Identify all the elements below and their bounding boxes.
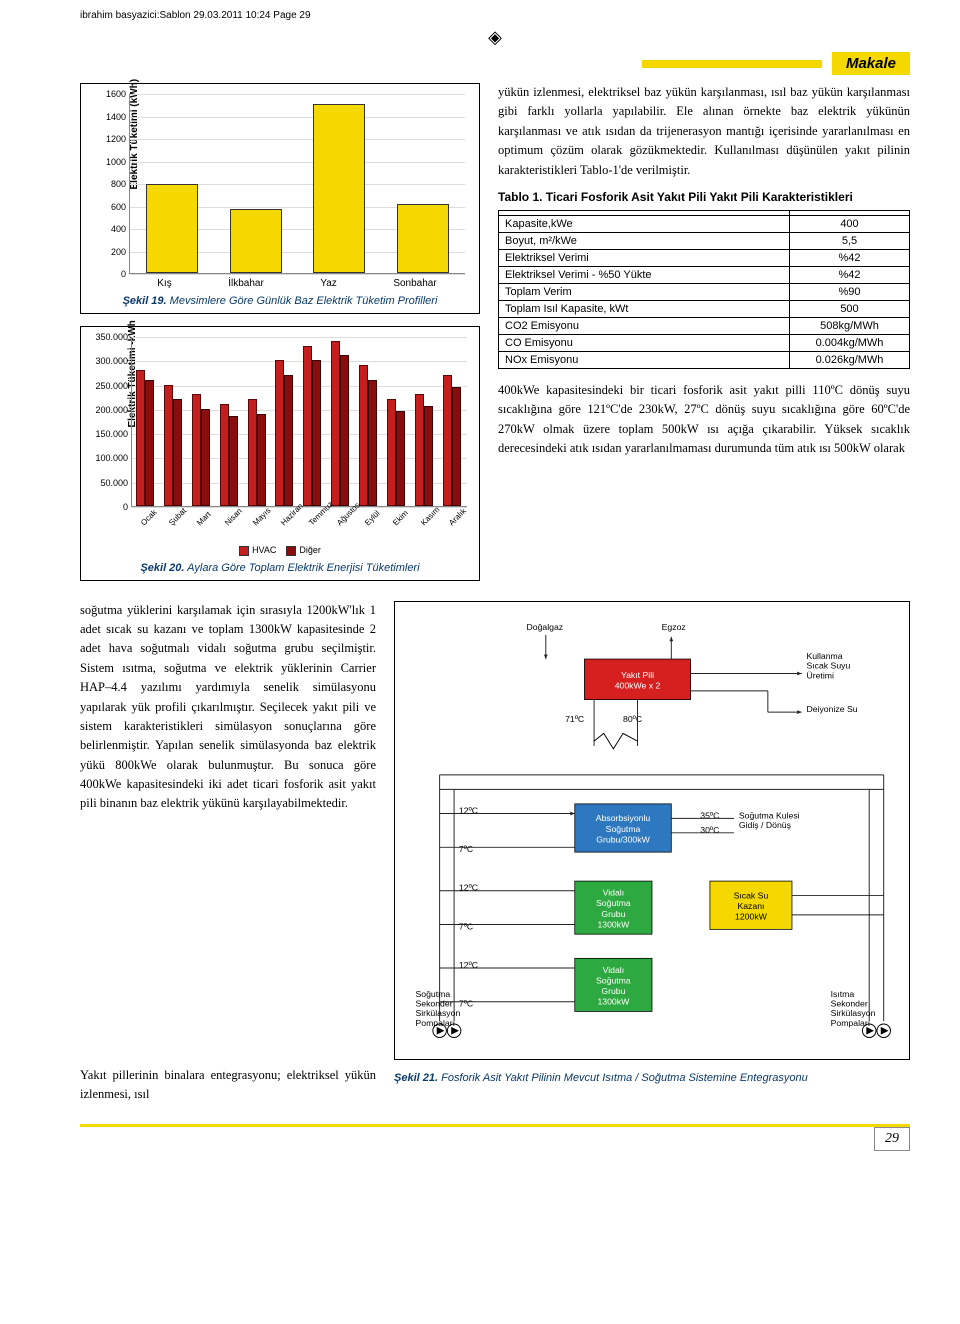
chart-seasonal-consumption: Elektrik Tüketimi (kWh) 0200400600800100…: [80, 83, 480, 314]
chart2-bar-group: [192, 394, 212, 506]
diagram-caption: Şekil 21. Fosforik Asit Yakıt Pilinin Me…: [394, 1072, 910, 1084]
chart2-bar-group: [220, 404, 240, 506]
svg-text:1300kW: 1300kW: [597, 919, 630, 929]
table-row: NOx Emisyonu0.026kg/MWh: [499, 351, 910, 368]
svg-text:Sekonder: Sekonder: [415, 998, 452, 1008]
svg-text:30ºC: 30ºC: [700, 824, 719, 834]
page-number: 29: [874, 1127, 910, 1151]
svg-text:Vidalı: Vidalı: [603, 964, 625, 974]
paragraph-lower-left: soğutma yüklerini karşılamak için sırası…: [80, 601, 376, 814]
chart2-bar-group: [136, 370, 156, 506]
chart2-bar-group: [248, 399, 268, 506]
svg-text:Absorbsiyonlu: Absorbsiyonlu: [596, 813, 651, 823]
svg-text:1300kW: 1300kW: [597, 996, 630, 1006]
chart2-bar-group: [387, 399, 407, 506]
chart-monthly-consumption: Elektrik Tüketimi -kWh 050.000100.000150…: [80, 326, 480, 581]
paragraph-bottom-left: Yakıt pillerinin binalara entegrasyonu; …: [80, 1066, 376, 1105]
svg-text:Doğalgaz: Doğalgaz: [527, 622, 564, 632]
svg-text:Sıcak Suyu: Sıcak Suyu: [806, 660, 850, 670]
svg-text:Sirkülasyon: Sirkülasyon: [415, 1008, 460, 1018]
fuel-cell-table: Kapasite,kWe400Boyut, m²/kWe5,5Elektriks…: [498, 210, 910, 369]
svg-text:12ºC: 12ºC: [459, 805, 478, 815]
svg-text:Üretimi: Üretimi: [806, 670, 834, 680]
svg-text:7ºC: 7ºC: [459, 844, 473, 854]
table-row: Boyut, m²/kWe5,5: [499, 232, 910, 249]
svg-text:35ºC: 35ºC: [700, 810, 719, 820]
svg-text:Sıcak Su: Sıcak Su: [734, 890, 769, 900]
svg-text:Gidiş / Dönüş: Gidiş / Dönüş: [739, 820, 792, 830]
chart2-bar-group: [331, 341, 351, 506]
chart1-caption: Şekil 19. Mevsimlere Göre Günlük Baz Ele…: [89, 295, 471, 307]
accent-bar: [642, 60, 822, 68]
svg-text:Sirkülasyon: Sirkülasyon: [831, 1008, 876, 1018]
svg-text:Isıtma: Isıtma: [831, 989, 855, 999]
integration-diagram: Doğalgaz Egzoz Yakıt Pili400kWe x 2 Kullanm…: [394, 601, 910, 1060]
chart1-bar: [313, 104, 365, 273]
svg-text:Grubu/300kW: Grubu/300kW: [596, 834, 650, 844]
table-row: Kapasite,kWe400: [499, 215, 910, 232]
chart1-bar: [146, 184, 198, 273]
svg-text:Soğutma Kulesi: Soğutma Kulesi: [739, 810, 800, 820]
svg-text:Soğutma: Soğutma: [596, 975, 631, 985]
crop-mark-top: ◈: [80, 27, 910, 48]
chart2-bar-group: [415, 394, 435, 506]
chart1-bar: [397, 204, 449, 273]
svg-text:80ºC: 80ºC: [623, 713, 642, 723]
table-row: Elektriksel Verimi - %50 Yükte%42: [499, 266, 910, 283]
svg-text:Egzoz: Egzoz: [662, 622, 686, 632]
svg-text:1200kW: 1200kW: [735, 911, 768, 921]
svg-text:Pompaları: Pompaları: [415, 1018, 455, 1028]
chart2-bar-group: [275, 360, 295, 506]
svg-text:400kWe x 2: 400kWe x 2: [615, 680, 661, 690]
svg-text:Grubu: Grubu: [601, 908, 625, 918]
svg-text:7ºC: 7ºC: [459, 921, 473, 931]
paragraph-after-table: 400kWe kapasitesindeki bir ticari fosfor…: [498, 381, 910, 459]
chart2-bar-group: [164, 385, 184, 506]
chart2-bar-group: [443, 375, 463, 506]
table1-title: Tablo 1. Ticari Fosforik Asit Yakıt Pili…: [498, 190, 910, 204]
table-row: CO2 Emisyonu508kg/MWh: [499, 317, 910, 334]
svg-text:71ºC: 71ºC: [565, 713, 584, 723]
svg-text:12ºC: 12ºC: [459, 882, 478, 892]
svg-text:Yakıt Pili: Yakıt Pili: [621, 670, 654, 680]
svg-text:12ºC: 12ºC: [459, 960, 478, 970]
chart2-bar-group: [303, 346, 323, 506]
paragraph-intro: yükün izlenmesi, elektriksel baz yükün k…: [498, 83, 910, 180]
svg-text:Grubu: Grubu: [601, 986, 625, 996]
chart2-caption: Şekil 20. Aylara Göre Toplam Elektrik En…: [89, 562, 471, 574]
chart2-legend: HVAC Diğer: [89, 545, 471, 556]
chart2-bar-group: [359, 365, 379, 506]
docinfo: ibrahim basyazici:Sablon 29.03.2011 10:2…: [80, 10, 910, 21]
table-row: CO Emisyonu0.004kg/MWh: [499, 334, 910, 351]
svg-text:7ºC: 7ºC: [459, 998, 473, 1008]
svg-text:Soğutma: Soğutma: [415, 989, 450, 999]
footer-accent: [80, 1124, 910, 1127]
svg-text:Deiyonize Su: Deiyonize Su: [806, 704, 857, 714]
svg-text:Soğutma: Soğutma: [596, 898, 631, 908]
svg-text:Sekonder: Sekonder: [831, 998, 868, 1008]
table-row: Toplam Isıl Kapasite, kWt500: [499, 300, 910, 317]
svg-text:Kazanı: Kazanı: [737, 901, 764, 911]
svg-text:Vidalı: Vidalı: [603, 887, 625, 897]
section-badge: Makale: [832, 52, 910, 75]
svg-text:Soğutma: Soğutma: [606, 823, 641, 833]
svg-text:Kullanma: Kullanma: [806, 651, 842, 661]
table-row: Toplam Verim%90: [499, 283, 910, 300]
table-row: Elektriksel Verimi%42: [499, 249, 910, 266]
svg-text:Pompaları: Pompaları: [831, 1018, 871, 1028]
chart1-bar: [230, 209, 282, 273]
